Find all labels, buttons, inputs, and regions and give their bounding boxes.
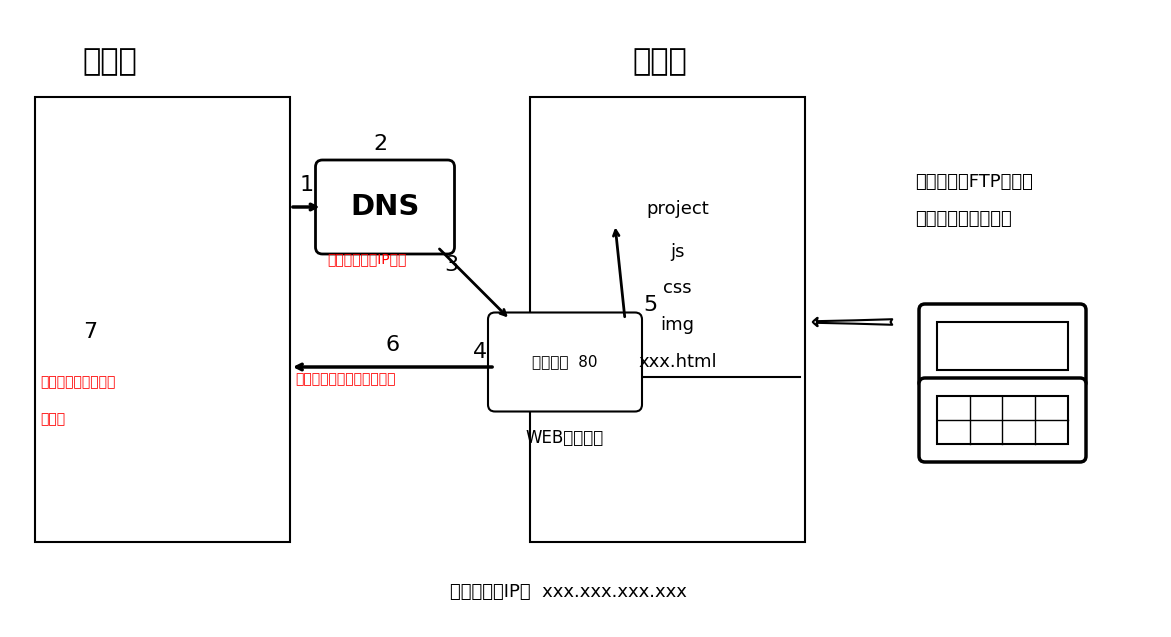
Text: 开发者基于FTP把开发: 开发者基于FTP把开发 [915, 173, 1033, 191]
Text: 4: 4 [473, 342, 487, 362]
Text: 服务器: 服务器 [632, 48, 687, 76]
Text: 客户端: 客户端 [83, 48, 137, 76]
Text: 1: 1 [299, 175, 314, 195]
Text: 把准备的内容响应给客户端: 把准备的内容响应给客户端 [295, 372, 396, 386]
Text: 根据域名找到IP地址: 根据域名找到IP地址 [328, 252, 406, 266]
Text: 5: 5 [643, 294, 657, 315]
Bar [937, 322, 1068, 370]
Bar [35, 97, 290, 542]
Bar [937, 396, 1068, 444]
Text: 浏览器接收内容并渲: 浏览器接收内容并渲 [40, 375, 116, 389]
Text: 3: 3 [445, 255, 459, 275]
Text: 染页面: 染页面 [40, 412, 66, 426]
Text: 6: 6 [385, 335, 399, 355]
Text: DNS: DNS [350, 193, 419, 221]
Text: img: img [660, 315, 694, 334]
Text: 端口号：  80: 端口号： 80 [533, 355, 597, 369]
Text: 7: 7 [83, 322, 97, 342]
Text: WEB发布工具: WEB发布工具 [526, 429, 604, 448]
FancyBboxPatch shape [315, 160, 454, 254]
Text: project: project [646, 201, 708, 218]
Text: 2: 2 [372, 134, 388, 154]
FancyBboxPatch shape [919, 304, 1086, 388]
Text: 服务器外网IP：  xxx.xxx.xxx.xxx: 服务器外网IP： xxx.xxx.xxx.xxx [450, 583, 687, 601]
Bar [530, 97, 804, 542]
FancyBboxPatch shape [488, 313, 642, 412]
Text: js: js [670, 243, 685, 261]
Text: 好的项目传到服务器: 好的项目传到服务器 [915, 210, 1012, 228]
Text: xxx.html: xxx.html [638, 352, 717, 371]
FancyBboxPatch shape [919, 378, 1086, 462]
Text: css: css [663, 278, 692, 296]
